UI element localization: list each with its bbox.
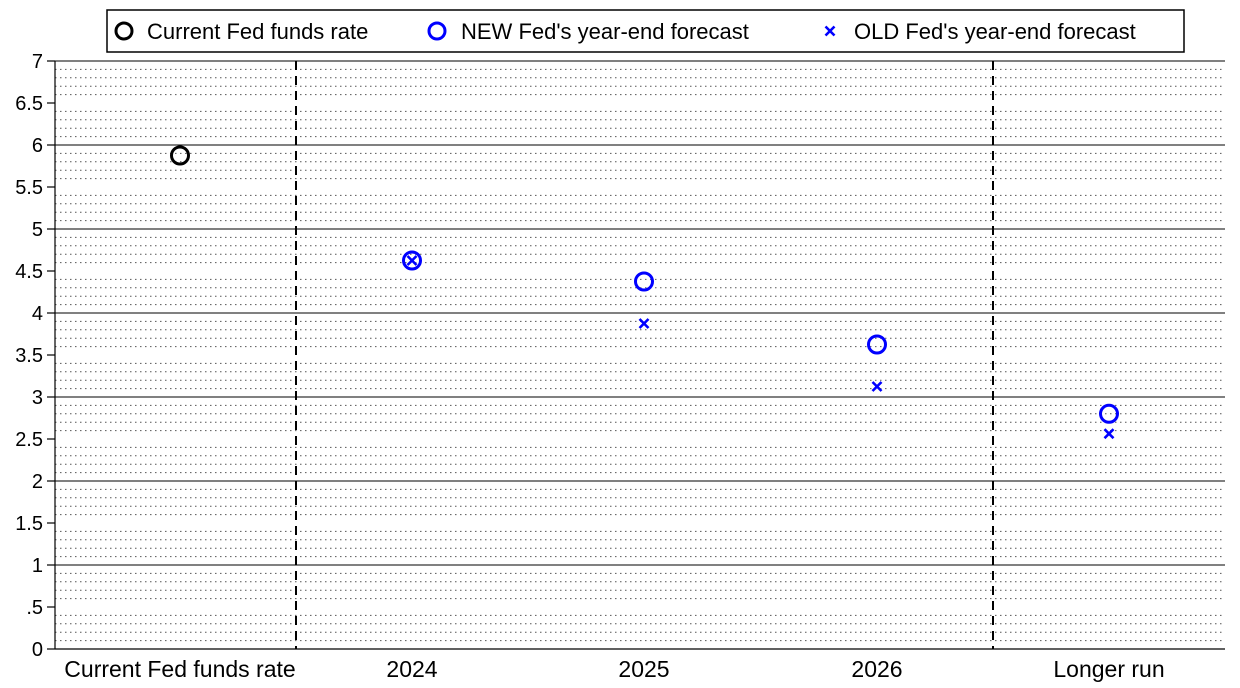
legend-marker-circle xyxy=(114,21,134,41)
x-category-label: 2026 xyxy=(851,656,902,682)
x-category-label: Longer run xyxy=(1053,656,1164,682)
legend: Current Fed funds rate NEW Fed's year-end… xyxy=(106,9,1185,53)
y-tick-label: 5 xyxy=(32,219,43,241)
data-point-x xyxy=(638,318,650,329)
data-point-circle xyxy=(402,250,422,271)
y-tick-label: 0 xyxy=(32,639,43,661)
y-tick-label: 1.5 xyxy=(15,513,43,535)
data-point-circle xyxy=(634,271,654,292)
x-category-label: Current Fed funds rate xyxy=(64,656,295,682)
x-category-label: 2024 xyxy=(386,656,437,682)
data-point-circle xyxy=(170,145,190,166)
y-tick-label: .5 xyxy=(26,597,43,619)
legend-label: OLD Fed's year-end forecast xyxy=(854,19,1136,44)
y-tick-label: 3 xyxy=(32,387,43,409)
legend-label: NEW Fed's year-end forecast xyxy=(461,19,749,44)
legend-marker-circle xyxy=(427,21,447,41)
y-tick-label: 7 xyxy=(32,51,43,73)
y-tick-label: 2.5 xyxy=(15,429,43,451)
y-axis: 0 .5 1 1.5 2 2.5 3 3.5 4 4.5 5 5.5 6 6.5 7 xyxy=(15,51,1225,661)
data-point-x xyxy=(406,255,418,266)
y-tick-label: 6.5 xyxy=(15,93,43,115)
grid-lines xyxy=(55,60,1225,642)
y-tick-label: 4 xyxy=(32,303,43,325)
y-tick-label: 4.5 xyxy=(15,261,43,283)
data-point-x xyxy=(1103,428,1115,440)
y-tick-label: 6 xyxy=(32,135,43,157)
legend-marker-x xyxy=(824,25,836,37)
data-markers xyxy=(170,145,1119,440)
y-tick-label: 5.5 xyxy=(15,177,43,199)
y-tick-label: 3.5 xyxy=(15,345,43,367)
legend-box xyxy=(106,9,1185,53)
x-category-label: 2025 xyxy=(618,656,669,682)
data-point-circle xyxy=(867,334,887,355)
data-point-x xyxy=(871,381,883,392)
x-axis-category-labels: Current Fed funds rate 2024 2025 2026 Longer… xyxy=(64,656,1164,682)
y-tick-label: 2 xyxy=(32,471,43,493)
data-point-circle xyxy=(1099,403,1119,424)
y-tick-label: 1 xyxy=(32,555,43,577)
category-separators xyxy=(295,61,994,649)
legend-label: Current Fed funds rate xyxy=(147,19,368,44)
